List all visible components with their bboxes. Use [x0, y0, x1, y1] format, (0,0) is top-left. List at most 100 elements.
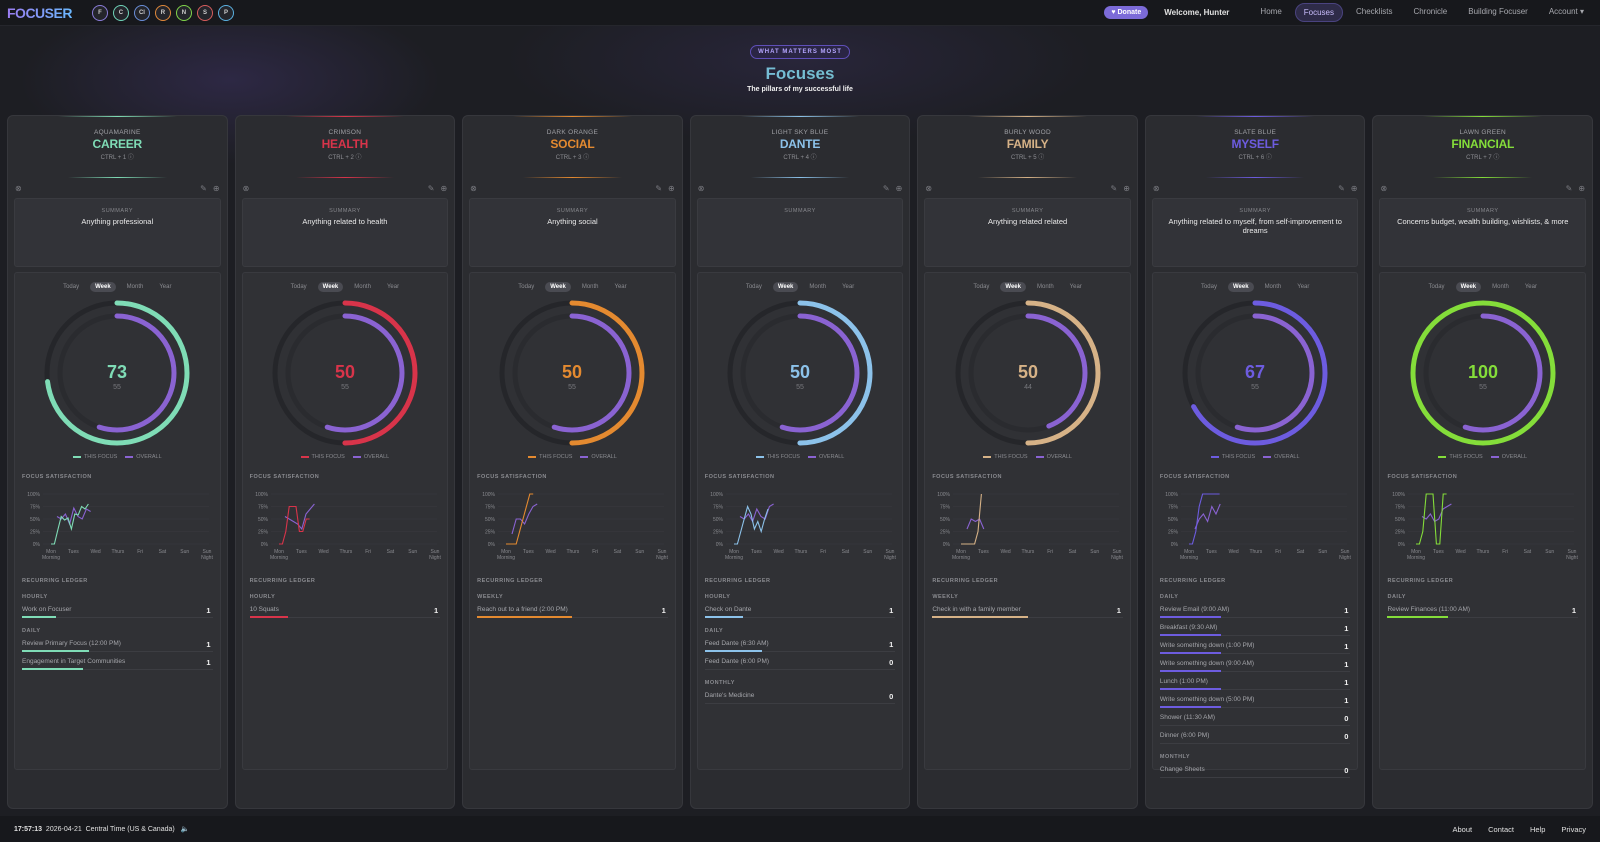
info-icon[interactable]: ⓘ	[581, 155, 590, 161]
summary-box[interactable]: SUMMARY Concerns budget, wealth building,…	[1379, 198, 1587, 267]
edit-icon[interactable]: ✎	[882, 184, 890, 193]
info-icon[interactable]: ⓘ	[126, 155, 134, 161]
nav-home[interactable]: Home	[1260, 7, 1282, 16]
footer-link-help[interactable]: Help	[1529, 824, 1546, 834]
footer-link-contact[interactable]: Contact	[1488, 824, 1514, 834]
open-icon[interactable]: ⊕	[895, 184, 903, 193]
edit-icon[interactable]: ✎	[1565, 184, 1573, 193]
close-icon[interactable]: ⊗	[470, 184, 477, 193]
close-icon[interactable]: ⊗	[242, 184, 250, 193]
footer-link-about[interactable]: About	[1452, 824, 1473, 834]
ledger-item[interactable]: Dante's Medicine 0	[704, 688, 896, 704]
close-icon[interactable]: ⊗	[925, 184, 933, 193]
nav-account[interactable]: Account ▾	[1548, 7, 1584, 16]
edit-icon[interactable]: ✎	[1110, 184, 1118, 193]
ledger-item[interactable]: Feed Dante (6:30 AM) 1	[704, 636, 896, 652]
tab-today[interactable]: Today	[745, 284, 762, 290]
nav-checklists[interactable]: Checklists	[1356, 7, 1393, 16]
focus-dot-r[interactable]: R	[154, 4, 171, 21]
tab-today[interactable]: Today	[1428, 284, 1445, 290]
tab-week[interactable]: Week	[317, 282, 344, 292]
ledger-item[interactable]: Change Sheets 0	[1159, 762, 1351, 778]
ledger-item[interactable]: Review Email (9:00 AM) 1	[1159, 602, 1351, 618]
focus-dot-c[interactable]: C	[112, 4, 129, 21]
tab-month[interactable]: Month	[126, 284, 144, 290]
ledger-item[interactable]: Write something down (5:00 PM) 1	[1159, 692, 1351, 708]
ledger-item[interactable]: Feed Dante (6:00 PM) 0	[704, 654, 896, 670]
tab-today[interactable]: Today	[63, 284, 80, 290]
focus-dot-cl[interactable]: Cl	[133, 4, 150, 21]
info-icon[interactable]: ⓘ	[809, 155, 817, 161]
tab-today[interactable]: Today	[518, 284, 535, 290]
info-icon[interactable]: ⓘ	[1036, 155, 1045, 161]
tab-today[interactable]: Today	[290, 284, 307, 290]
close-icon[interactable]: ⊗	[15, 184, 22, 193]
summary-box[interactable]: SUMMARY Anything related to myself, from …	[1151, 198, 1359, 267]
tab-week[interactable]: Week	[1455, 282, 1482, 292]
ledger-item[interactable]: Dinner (6:00 PM) 0	[1159, 728, 1351, 744]
nav-focuses[interactable]: Focuses	[1294, 3, 1343, 22]
ledger-item[interactable]: Engagement in Target Communities 1	[22, 654, 213, 670]
ledger-item[interactable]: Work on Focuser 1	[22, 602, 213, 618]
close-icon[interactable]: ⊗	[697, 184, 705, 193]
summary-box[interactable]: SUMMARY Anything social	[469, 198, 676, 267]
open-icon[interactable]: ⊕	[1578, 184, 1586, 193]
tab-week[interactable]: Week	[1000, 282, 1026, 292]
ledger-item[interactable]: Check on Dante 1	[704, 602, 896, 618]
tab-year[interactable]: Year	[842, 284, 855, 290]
speaker-icon[interactable]: 🔈	[180, 826, 190, 833]
close-icon[interactable]: ⊗	[1380, 184, 1388, 193]
ledger-item[interactable]: Reach out to a friend (2:00 PM) 1	[477, 602, 668, 618]
tab-month[interactable]: Month	[1036, 284, 1054, 290]
tab-year[interactable]: Year	[386, 284, 400, 290]
tab-today[interactable]: Today	[973, 284, 990, 290]
tab-month[interactable]: Month	[354, 284, 371, 290]
info-icon[interactable]: ⓘ	[353, 155, 362, 161]
tab-year[interactable]: Year	[159, 284, 172, 290]
focus-dot-p[interactable]: P	[217, 4, 234, 21]
summary-box[interactable]: SUMMARY Anything professional	[14, 198, 221, 267]
summary-box[interactable]: SUMMARY Anything related to health	[241, 198, 449, 267]
info-icon[interactable]: ⓘ	[1264, 155, 1272, 161]
tab-month[interactable]: Month	[581, 284, 599, 290]
focus-dot-s[interactable]: S	[196, 4, 213, 21]
app-logo[interactable]: FOCUSER	[7, 4, 72, 21]
tab-week[interactable]: Week	[772, 282, 799, 292]
summary-box[interactable]: SUMMARY	[696, 198, 904, 267]
info-icon[interactable]: ⓘ	[1491, 155, 1500, 161]
tab-year[interactable]: Year	[1297, 284, 1310, 290]
open-icon[interactable]: ⊕	[668, 184, 675, 193]
summary-box[interactable]: SUMMARY Anything related related	[924, 198, 1131, 267]
tab-year[interactable]: Year	[1524, 284, 1537, 290]
focus-dot-n[interactable]: N	[175, 4, 192, 21]
donate-button[interactable]: ♥ Donate	[1104, 6, 1149, 19]
ledger-item[interactable]: Shower (11:30 AM) 0	[1159, 710, 1351, 726]
footer-link-privacy[interactable]: Privacy	[1561, 824, 1586, 834]
ledger-item[interactable]: Check in with a family member 1	[932, 602, 1123, 618]
nav-chronicle[interactable]: Chronicle	[1413, 7, 1448, 16]
edit-icon[interactable]: ✎	[1338, 184, 1345, 193]
ledger-item[interactable]: Write something down (1:00 PM) 1	[1159, 638, 1351, 654]
tab-week[interactable]: Week	[545, 282, 571, 292]
edit-icon[interactable]: ✎	[200, 184, 207, 193]
tab-week[interactable]: Week	[90, 282, 116, 292]
open-icon[interactable]: ⊕	[1350, 184, 1358, 193]
open-icon[interactable]: ⊕	[440, 184, 448, 193]
ledger-item[interactable]: Write something down (9:00 AM) 1	[1159, 656, 1351, 672]
edit-icon[interactable]: ✎	[655, 184, 663, 193]
ledger-item[interactable]: Lunch (1:00 PM) 1	[1159, 674, 1351, 690]
edit-icon[interactable]: ✎	[427, 184, 435, 193]
ledger-item[interactable]: Review Finances (11:00 AM) 1	[1387, 602, 1579, 618]
tab-today[interactable]: Today	[1200, 284, 1217, 290]
tab-year[interactable]: Year	[614, 284, 627, 290]
ledger-item[interactable]: Breakfast (9:30 AM) 1	[1159, 620, 1351, 636]
open-icon[interactable]: ⊕	[1123, 184, 1130, 193]
tab-year[interactable]: Year	[1069, 284, 1082, 290]
tab-month[interactable]: Month	[809, 284, 827, 290]
tab-month[interactable]: Month	[1492, 284, 1509, 290]
nav-building-focuser[interactable]: Building Focuser	[1468, 7, 1528, 16]
tab-month[interactable]: Month	[1264, 284, 1282, 290]
ledger-item[interactable]: Review Primary Focus (12:00 PM) 1	[22, 636, 213, 652]
ledger-item[interactable]: 10 Squats 1	[249, 602, 441, 618]
open-icon[interactable]: ⊕	[212, 184, 220, 193]
